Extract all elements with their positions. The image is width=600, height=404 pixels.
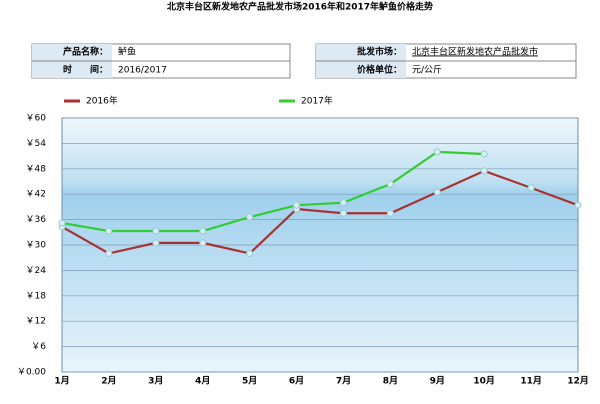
- x-tick-label: 8月: [383, 376, 398, 387]
- data-point: [527, 184, 535, 192]
- y-tick-label: ￥6: [31, 342, 46, 352]
- data-point: [293, 201, 301, 209]
- y-tick-label: ￥48: [26, 164, 47, 174]
- info-value: 北京丰台区新发地农产品批发市: [412, 46, 538, 58]
- data-point: [152, 227, 160, 235]
- x-tick-label: 3月: [148, 376, 163, 387]
- legend-label: 2016年: [86, 95, 118, 107]
- x-tick-label: 1月: [54, 376, 69, 387]
- data-point: [386, 209, 394, 217]
- info-panel: 产品名称： 鲈鱼 时 间： 2016/2017 批发市场： 北京丰台区新发地农产…: [31, 43, 577, 79]
- data-point: [199, 227, 207, 235]
- legend-label: 2017年: [301, 95, 333, 107]
- info-value: 鲈鱼: [118, 46, 136, 58]
- data-point: [246, 213, 254, 221]
- info-value: 元/公斤: [412, 65, 442, 76]
- series-line: [61, 150, 485, 233]
- y-tick-label: ￥36: [26, 215, 47, 225]
- series-line: [61, 169, 579, 255]
- y-tick-label: ￥54: [26, 139, 47, 149]
- y-tick-label: ￥60: [26, 114, 47, 124]
- x-tick-label: 7月: [336, 376, 351, 387]
- y-tick-label: ￥42: [26, 190, 46, 200]
- data-point: [105, 227, 113, 235]
- info-value: 2016/2017: [118, 66, 167, 76]
- chart-title: 北京丰台区新发地农产品批发市场2016年和2017年鲈鱼价格走势: [167, 1, 433, 13]
- x-tick-label: 2月: [101, 376, 116, 387]
- info-label: 批发市场：: [357, 46, 402, 58]
- info-label: 价格单位：: [357, 64, 402, 76]
- data-point: [246, 249, 254, 257]
- info-label: 时 间：: [63, 64, 108, 76]
- data-point: [105, 249, 113, 257]
- x-tick-label: 5月: [242, 376, 257, 387]
- data-point: [339, 199, 347, 207]
- y-tick-label: ￥24: [26, 266, 47, 276]
- data-point: [199, 239, 207, 247]
- data-point: [574, 201, 582, 209]
- data-point: [480, 150, 488, 158]
- x-tick-label: 12月: [567, 376, 589, 387]
- x-tick-label: 4月: [195, 376, 210, 387]
- data-point: [480, 167, 488, 175]
- data-point: [433, 188, 441, 196]
- data-point: [433, 148, 441, 156]
- x-tick-label: 6月: [289, 376, 304, 387]
- y-tick-label: ￥12: [26, 317, 46, 327]
- x-tick-label: 11月: [520, 376, 542, 387]
- data-point: [339, 209, 347, 217]
- x-tick-label: 10月: [473, 376, 495, 387]
- y-tick-label: ￥0.00: [17, 368, 46, 378]
- data-point: [386, 180, 394, 188]
- y-tick-label: ￥18: [26, 291, 47, 301]
- data-point: [58, 219, 66, 227]
- y-tick-label: ￥30: [26, 241, 47, 251]
- info-label: 产品名称：: [63, 46, 108, 58]
- data-point: [152, 239, 160, 247]
- x-tick-label: 9月: [430, 376, 445, 387]
